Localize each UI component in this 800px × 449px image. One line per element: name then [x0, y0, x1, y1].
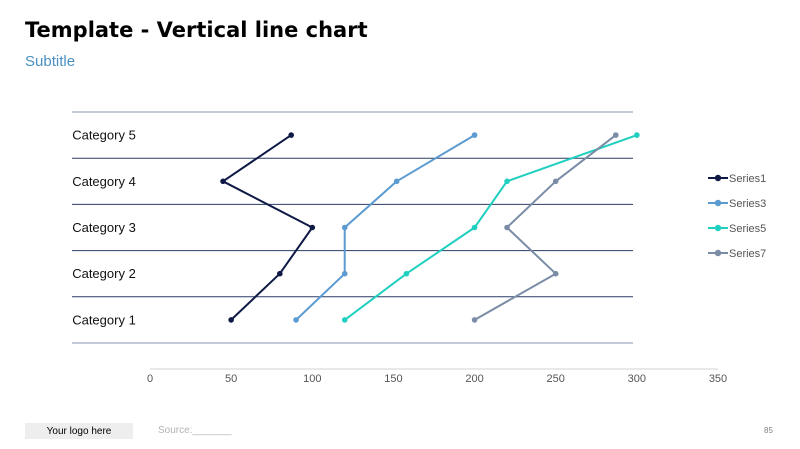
data-point [220, 178, 226, 185]
x-tick-label: 350 [709, 373, 727, 385]
series-line [344, 134, 638, 321]
series-line [474, 134, 617, 321]
data-point [504, 224, 510, 231]
data-point [228, 317, 234, 323]
logo-placeholder: Your logo here [25, 423, 133, 439]
legend-item: Series1 [708, 173, 766, 185]
legend-item: Series5 [708, 223, 766, 235]
category-label: Category 5 [72, 128, 136, 143]
series-line [222, 134, 314, 321]
source-note: Source:_______ [158, 425, 232, 436]
legend-item: Series3 [708, 198, 766, 210]
data-point [504, 178, 510, 185]
data-point [341, 224, 348, 231]
data-point [403, 270, 410, 277]
x-tick-label: 0 [147, 373, 153, 385]
series-series1 [220, 132, 316, 323]
category-labels: Category 1 Category 2 Category 3 Category 4… [72, 128, 136, 328]
data-point [277, 270, 283, 277]
x-tick-label: 300 [628, 373, 646, 385]
legend-swatch-marker [714, 199, 722, 207]
series-series3 [293, 132, 478, 323]
data-point [341, 317, 348, 323]
category-label: Category 2 [72, 266, 136, 281]
data-point [393, 178, 400, 185]
legend-label: Series7 [729, 248, 766, 260]
legend-swatch-marker [714, 174, 722, 182]
data-point [552, 178, 559, 185]
data-point [471, 317, 478, 323]
page-subtitle: Subtitle [25, 53, 76, 70]
legend: Series1 Series3 Series5 Series7 [708, 173, 766, 260]
gridlines [72, 111, 633, 344]
series-series5 [341, 132, 640, 323]
legend-label: Series5 [729, 223, 766, 235]
series-line [295, 134, 476, 321]
data-point [341, 270, 348, 277]
data-point [471, 224, 478, 231]
x-tick-label: 200 [465, 373, 483, 385]
category-label: Category 1 [72, 312, 136, 327]
x-axis: 0 50 100 150 200 250 300 350 [147, 368, 727, 385]
legend-swatch-marker [714, 249, 722, 257]
data-point [634, 132, 640, 138]
data-point [552, 270, 559, 277]
data-point [309, 224, 316, 231]
legend-label: Series1 [729, 173, 766, 185]
data-point [293, 317, 299, 323]
data-point [612, 132, 619, 138]
data-point [288, 132, 294, 138]
legend-swatch-marker [714, 224, 722, 232]
x-tick-label: 250 [547, 373, 565, 385]
x-tick-label: 150 [384, 373, 402, 385]
category-label: Category 4 [72, 174, 136, 189]
series-series7 [471, 132, 619, 323]
data-point [471, 132, 478, 138]
series-lines [220, 132, 640, 323]
page-title: Template - Vertical line chart [25, 18, 368, 42]
legend-label: Series3 [729, 198, 766, 210]
x-tick-label: 50 [225, 373, 237, 385]
page-number: 85 [764, 426, 773, 435]
x-tick-label: 100 [303, 373, 321, 385]
legend-item: Series7 [708, 248, 766, 260]
category-label: Category 3 [72, 220, 136, 235]
